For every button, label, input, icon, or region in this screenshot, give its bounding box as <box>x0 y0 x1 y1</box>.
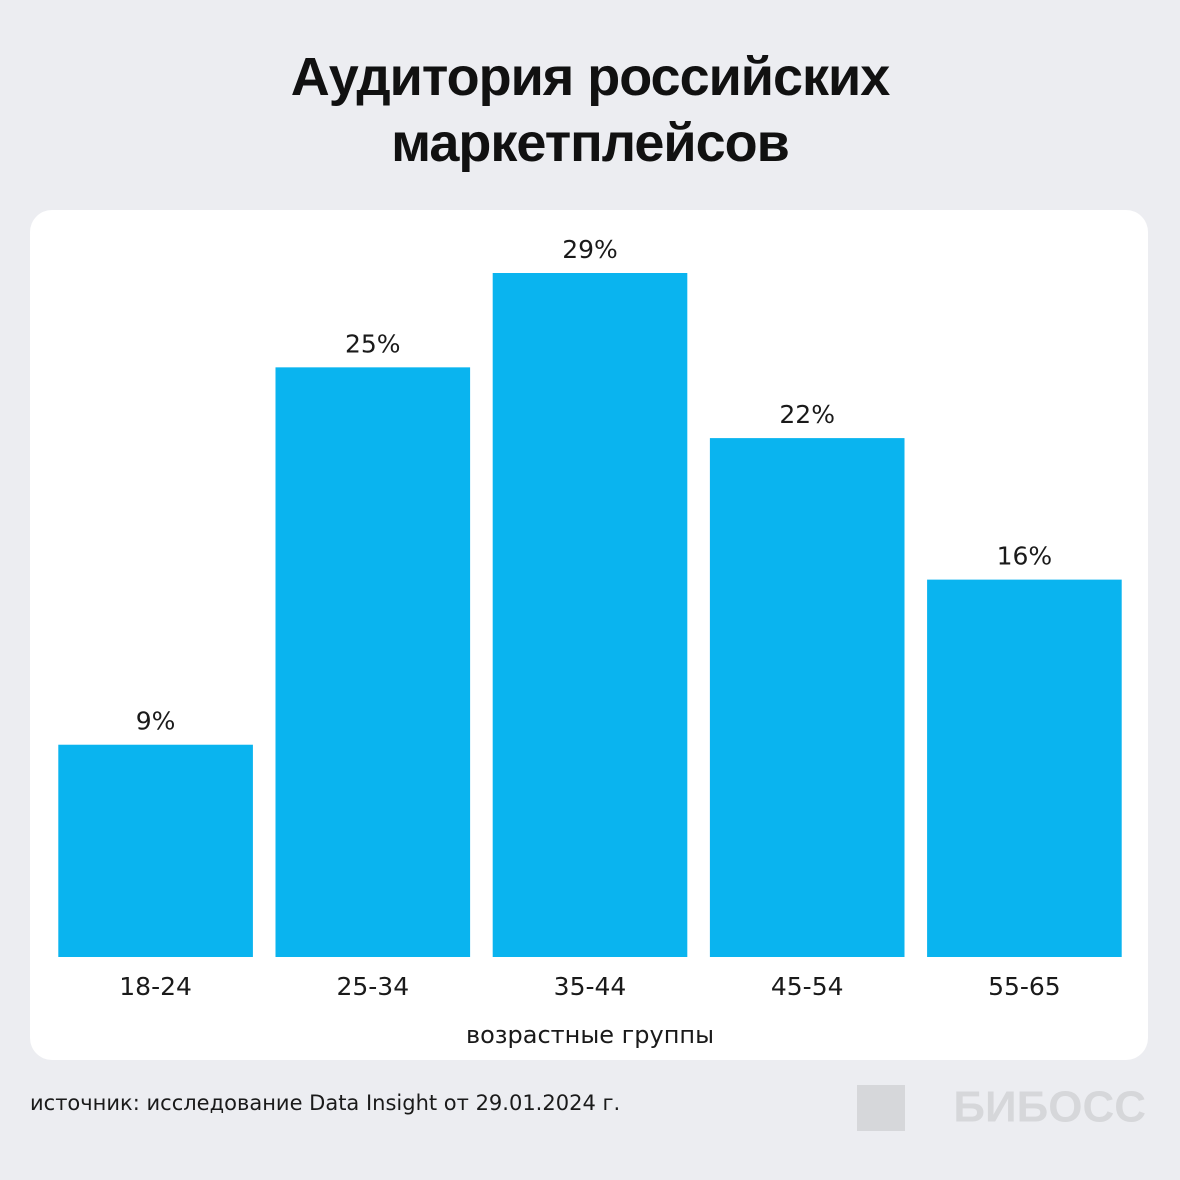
bar <box>709 438 905 957</box>
bar <box>275 367 471 957</box>
logo-icon <box>857 1085 905 1131</box>
bar <box>58 744 253 957</box>
value-label: 16% <box>997 542 1053 571</box>
bar <box>492 273 688 957</box>
x-tick-label: 18-24 <box>119 972 192 1001</box>
value-label: 9% <box>136 707 176 736</box>
x-tick-label: 35-44 <box>554 972 627 1001</box>
value-label: 22% <box>779 400 835 429</box>
source-note: источник: исследование Data Insight от 2… <box>30 1091 620 1115</box>
bar <box>927 579 1122 957</box>
x-tick-label: 55-65 <box>988 972 1061 1001</box>
x-axis-label: возрастные группы <box>466 1021 714 1049</box>
x-tick-label: 25-34 <box>336 972 409 1001</box>
value-label: 29% <box>562 235 618 264</box>
logo: БИБОСС <box>953 1083 1146 1132</box>
chart-title: Аудитория российских маркетплейсов <box>290 47 891 173</box>
x-tick-label: 45-54 <box>771 972 844 1001</box>
value-label: 25% <box>345 329 401 358</box>
